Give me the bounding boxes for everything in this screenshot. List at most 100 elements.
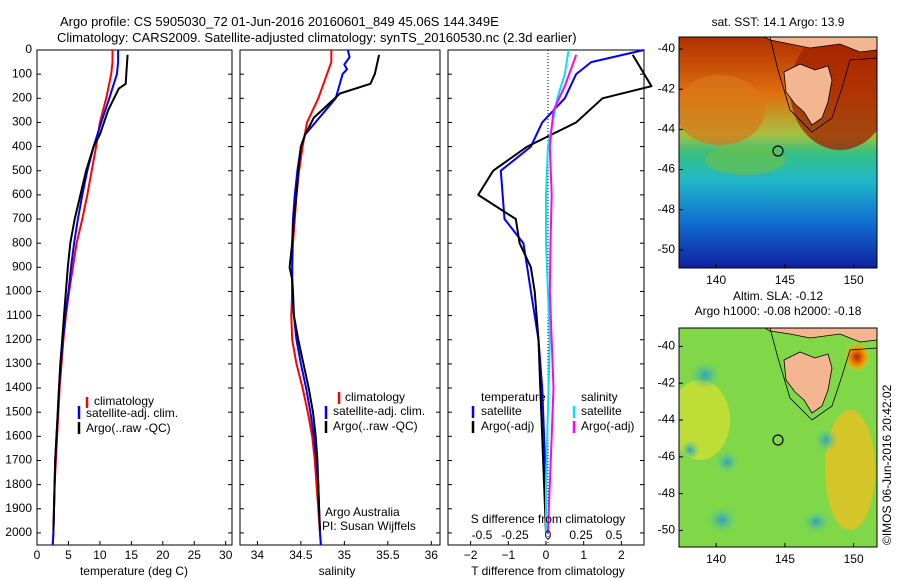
x-tick-label: 1 [580,548,587,562]
map-y-tick-label: -48 [658,486,676,500]
map-y-tick-label: -44 [658,122,676,136]
salinity-x-axis-label: salinity [319,564,356,578]
title-line-1: Argo profile: CS 5905030_72 01-Jun-2016 … [60,14,499,29]
sla-blue-eddy [706,506,738,534]
s-tick-label: 0.25 [569,528,593,542]
temperature-legend: climatology satellite-adj. clim. Argo(..… [77,394,178,435]
y-tick-label: 900 [12,259,32,273]
salinity-plot-area [239,49,441,546]
s-diff-axis-label: S difference from climatology [471,512,626,526]
sla-map-title: Altim. SLA: -0.12 [733,289,823,303]
legend-satellite-adj: satellite-adj. clim. [333,404,425,418]
sst-mid-region [679,75,765,145]
sla-blue-eddy [814,428,838,452]
x-tick-label: 10 [93,548,107,562]
sla-map-subtitle: Argo h1000: -0.08 h2000: -0.18 [695,304,862,318]
sla-map-frame [678,327,878,548]
series-line-argo-adj- [477,54,653,533]
map-y-tick-label: -42 [658,81,676,95]
map-x-tick-label: 145 [775,273,795,287]
map-x-tick-label: 150 [844,273,864,287]
series-line-argo-raw-qc- [52,54,129,531]
x-tick-label: 0 [543,548,550,562]
y-tick-label: 600 [12,187,32,201]
s-tick-label: -0.25 [501,528,529,542]
y-tick-label: 1700 [5,453,32,467]
source-annotation-2: PI: Susan Wijffels [322,519,416,533]
x-tick-label: 35 [338,548,352,562]
map-y-tick-label: -50 [658,523,676,537]
mainland-land [764,37,877,53]
sst-green-patch [705,145,785,175]
x-tick-label: 25 [188,548,202,562]
sla-yellow-region [679,380,730,460]
x-tick-label: 0 [34,548,41,562]
s-tick-label: -0.5 [472,528,493,542]
legend-climatology: climatology [94,394,154,408]
sst-bathymetry-contour [769,37,877,133]
map-y-tick-label: -40 [658,339,676,353]
s-diff-tick-labels: -0.5 -0.25 0 0.25 0.5 [472,528,623,542]
map-x-tick-label: 145 [775,552,795,566]
y-tick-label: 1500 [5,404,32,418]
y-tick-label: 500 [12,163,32,177]
y-tick-label: 1900 [5,501,32,515]
y-tick-label: 100 [12,66,32,80]
x-tick-label: 36 [425,548,439,562]
sla-blue-eddy [689,361,721,389]
x-tick-label: 20 [156,548,170,562]
series-line-satellite [499,49,645,533]
depth-yticks: 0 100 200 300 400 500 600 700 800 900 1000 1100 1200… [5,42,644,539]
y-tick-label: 400 [12,139,32,153]
y-tick-label: 300 [12,115,32,129]
y-tick-label: 1300 [5,356,32,370]
legend-temperature-heading: temperature [481,390,546,404]
x-tick-label: −1 [501,548,515,562]
map-y-tick-label: -46 [658,449,676,463]
source-annotation-1: Argo Australia [325,505,400,519]
temperature-panel: 0 5 10 15 20 25 30 010020030040050060070080090… [5,42,644,578]
sla-high-anomaly [843,341,871,373]
legend-t-satellite: satellite [481,404,522,418]
sst-map-title: sat. SST: 14.1 Argo: 13.9 [712,15,845,29]
imos-credit: ©IMOS 06-Jun-2016 20:42:02 [880,384,894,545]
x-tick-label: 34 [251,548,265,562]
tasmania-land [783,63,833,126]
salinity-xticks: 34 34.5 35 35.5 36 [251,541,439,562]
temperature-x-axis-label: temperature (deg C) [80,564,188,578]
x-tick-label: −2 [464,548,478,562]
sla-blue-eddy [715,450,739,474]
series-line-satellite [545,49,570,533]
difference-legend: temperature satellite Argo(-adj) salinit… [471,390,634,433]
y-tick-label: 700 [12,211,32,225]
series-line-argo-adj- [546,54,578,533]
map-y-tick-label: -50 [658,242,676,256]
difference-xticks: −2 −1 0 1 2 [464,541,625,562]
legend-satellite-adj: satellite-adj. clim. [86,406,178,420]
tasmania-land [783,351,833,414]
map-y-tick-label: -48 [658,202,676,216]
y-tick-label: 1200 [5,332,32,346]
map-y-tick-label: -40 [658,41,676,55]
series-line-satellite-adj-clim- [51,50,120,546]
legend-argo: Argo(..raw -QC) [86,421,171,435]
x-tick-label: 15 [125,548,139,562]
series-line-satellite-adj-clim- [291,49,351,546]
sla-bathymetry-contour [769,328,877,421]
argo-location-marker [772,434,784,446]
y-tick-label: 1100 [6,308,32,322]
x-tick-label: 5 [65,548,72,562]
legend-t-argo: Argo(-adj) [481,419,534,433]
x-tick-label: 30 [219,548,233,562]
legend-s-argo: Argo(-adj) [581,419,634,433]
map-x-tick-label: 140 [706,273,726,287]
x-tick-label: 35.5 [376,548,400,562]
argo-location-marker [772,145,784,157]
map-y-tick-label: -42 [658,375,676,389]
temperature-series-group [51,50,129,546]
sla-map-panel: Altim. SLA: -0.12 Argo h1000: -0.08 h200… [658,289,878,566]
s-tick-label: 0.5 [606,528,623,542]
title-line-2: Climatology: CARS2009. Satellite-adjuste… [57,30,577,45]
t-diff-axis-label: T difference from climatology [471,564,625,578]
